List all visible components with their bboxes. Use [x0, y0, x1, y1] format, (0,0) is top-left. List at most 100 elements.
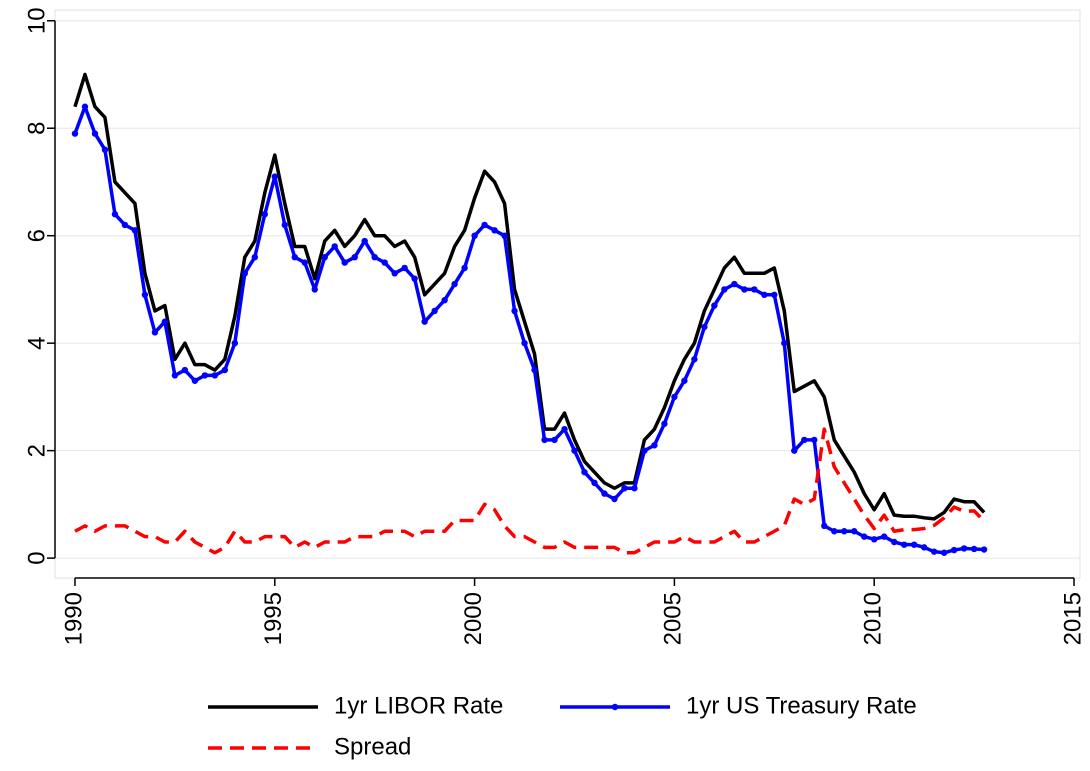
x-tick-label: 1990 [60, 592, 87, 645]
series-marker [841, 528, 848, 535]
x-tick-label: 2010 [860, 592, 887, 645]
series-marker [451, 280, 458, 288]
series-marker [221, 366, 229, 374]
series-marker [831, 528, 838, 535]
series-line [73, 72, 986, 521]
series-marker [131, 227, 139, 234]
series-marker [431, 307, 438, 315]
y-tick-label: 0 [23, 551, 50, 564]
series-marker [811, 436, 818, 444]
series-marker [771, 291, 778, 299]
x-tick-label: 2015 [1059, 592, 1086, 645]
series-marker [211, 372, 219, 379]
legend-label: Spread [334, 733, 411, 760]
series-marker [141, 291, 149, 299]
series-marker [251, 253, 259, 261]
series-marker [521, 339, 528, 347]
series-marker [871, 536, 878, 543]
series-marker [920, 544, 928, 551]
legend-label: 1yr US Treasury Rate [686, 692, 917, 719]
series-marker [301, 259, 308, 266]
series-line [74, 427, 986, 555]
series-marker [701, 323, 708, 331]
y-tick-label: 8 [23, 122, 50, 135]
series-marker [71, 130, 79, 137]
series-marker [371, 253, 378, 261]
series-marker [401, 264, 408, 272]
series-marker [381, 259, 388, 266]
series-marker [631, 485, 638, 492]
series-marker [821, 522, 828, 530]
series-marker [81, 103, 89, 110]
series-marker [691, 356, 698, 363]
series-marker [601, 490, 608, 497]
series-marker [611, 495, 618, 503]
series-marker [261, 211, 268, 218]
series-marker [511, 307, 518, 315]
series-marker [351, 253, 358, 261]
series-marker [980, 546, 988, 553]
series-marker [481, 221, 488, 229]
series-marker [311, 286, 318, 293]
series-marker [341, 259, 348, 266]
plot-frame [54, 9, 1081, 579]
series-marker [900, 541, 908, 548]
series-marker [731, 280, 738, 288]
series-marker [561, 425, 568, 433]
legend-marker [611, 703, 619, 711]
series-marker [571, 447, 578, 454]
series-marker [441, 296, 448, 304]
series-marker [411, 275, 418, 282]
series-marker [711, 302, 718, 309]
series-marker [940, 549, 948, 556]
y-tick-label: 4 [23, 336, 50, 349]
legend-label: 1yr LIBOR Rate [334, 692, 503, 719]
x-tick-label: 2000 [460, 592, 487, 645]
y-tick-label: 2 [23, 444, 50, 457]
series-marker [121, 221, 129, 229]
series-marker [671, 393, 678, 401]
series-marker [851, 528, 858, 535]
y-tick-label: 6 [23, 229, 50, 242]
legend-item: 1yr US Treasury Rate [560, 692, 917, 719]
series-marker [791, 447, 798, 454]
series-marker [281, 221, 288, 229]
series-marker [241, 270, 249, 277]
series-marker [930, 548, 938, 555]
series-marker [541, 436, 548, 444]
series-marker [181, 366, 189, 374]
series-marker [471, 232, 478, 239]
series-marker [271, 173, 278, 180]
series-marker [201, 372, 209, 379]
series-marker [321, 253, 328, 261]
series-marker [361, 237, 368, 245]
series-marker [751, 286, 758, 293]
series-marker [651, 442, 658, 449]
series-marker [621, 485, 628, 492]
series-marker [111, 211, 119, 218]
series-marker [950, 546, 958, 554]
series-marker [581, 468, 588, 476]
series-marker [890, 538, 898, 546]
series-marker [861, 533, 868, 540]
series-marker [880, 533, 888, 540]
series-marker [801, 436, 808, 444]
series-marker [970, 545, 978, 553]
series-marker [551, 436, 558, 444]
series-marker [761, 291, 768, 299]
series-marker [661, 420, 668, 427]
series-marker [101, 146, 109, 153]
series-marker [291, 253, 298, 261]
x-tick-label: 2005 [660, 592, 687, 645]
series-marker [781, 339, 788, 347]
series-marker [491, 227, 498, 234]
series-marker [721, 286, 728, 293]
x-tick-label: 1995 [260, 592, 287, 645]
series-marker [171, 372, 179, 379]
series-marker [421, 318, 428, 325]
series-marker [161, 318, 169, 325]
series-marker [91, 130, 99, 137]
series-marker [591, 479, 598, 487]
series-marker [741, 286, 748, 293]
